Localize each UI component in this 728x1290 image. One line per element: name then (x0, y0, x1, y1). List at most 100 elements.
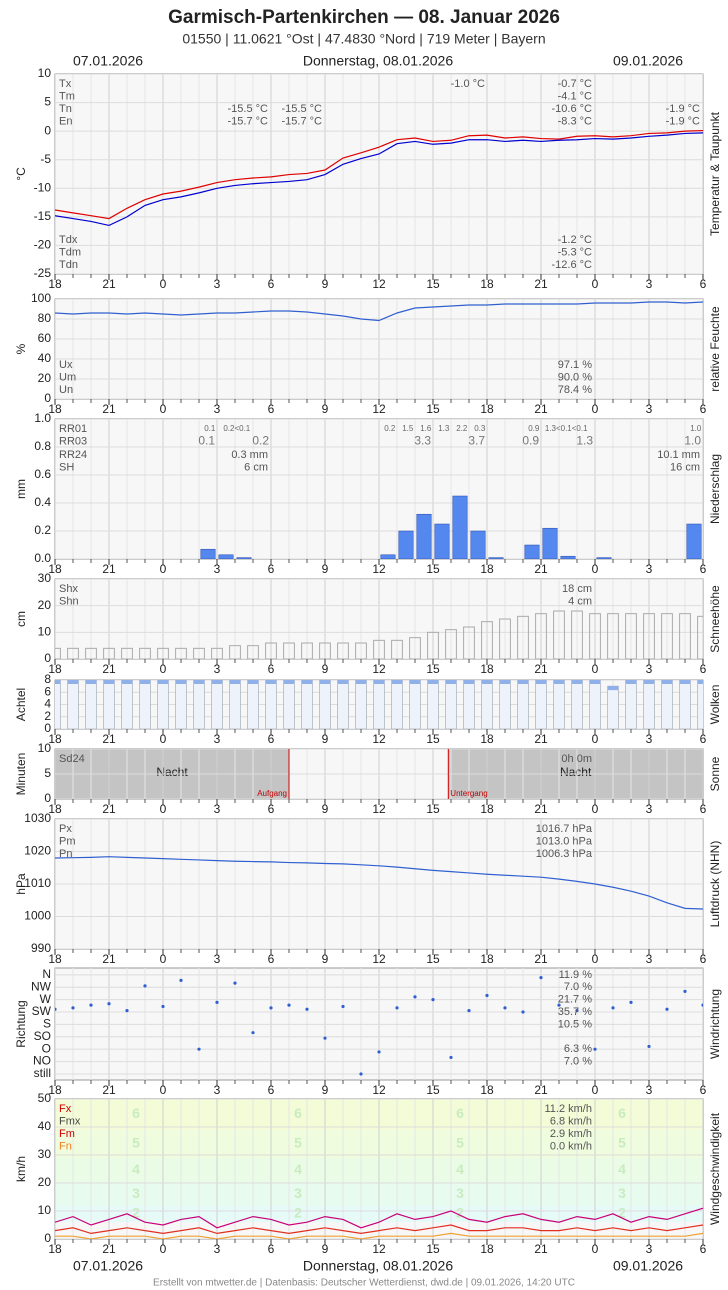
x-tick-label: 6 (268, 1083, 275, 1097)
bar (319, 642, 331, 659)
point (215, 1000, 219, 1004)
bar (229, 645, 241, 659)
point (55, 1007, 57, 1011)
bar (661, 613, 673, 659)
x-tick-label: 21 (102, 952, 116, 966)
x-tick-label: 3 (646, 562, 653, 576)
x-tick-label: 3 (214, 952, 221, 966)
stat-value: -15.5 °C (282, 103, 323, 115)
bar-cap (229, 680, 241, 684)
x-tick-label: 18 (480, 802, 494, 816)
y-tick-label: 100 (31, 291, 51, 305)
point (269, 1006, 273, 1010)
x-tick-label: 18 (480, 1083, 494, 1097)
x-tick-label: 6 (700, 802, 707, 816)
y-tick-label: O (42, 1041, 51, 1055)
bar-cap (211, 680, 223, 684)
point (71, 1006, 75, 1010)
x-tick-label: 12 (372, 1242, 386, 1256)
stat-label: Px (59, 823, 72, 835)
stat-value: 1006.3 hPa (536, 848, 593, 860)
date: 09.01.2026 (613, 1258, 683, 1274)
bar-cap (319, 680, 331, 684)
stat-value: -15.5 °C (228, 103, 269, 115)
bar-cap (55, 680, 61, 684)
x-tick-label: 21 (102, 277, 116, 291)
x-tick-label: 15 (426, 732, 440, 746)
stat-label: Pm (59, 835, 76, 847)
x-tick-label: 18 (48, 562, 62, 576)
beaufort-label: 2 (618, 1205, 626, 1221)
stat-value: 0.3 mm (231, 449, 268, 461)
line (55, 856, 703, 910)
bar (229, 680, 241, 729)
y-axis-title: Richtung (14, 1000, 28, 1047)
bar (103, 680, 115, 729)
bar-cap (283, 680, 295, 684)
side-label: Wolken (708, 685, 722, 725)
point (629, 1000, 633, 1004)
bar (445, 629, 457, 659)
point (485, 993, 489, 998)
stat-value: 0.0 km/h (550, 1140, 592, 1152)
bar (596, 557, 612, 559)
rr03-value: 1.3 (576, 434, 593, 448)
bar (679, 680, 691, 729)
x-tick-label: 21 (102, 402, 116, 416)
point (539, 976, 543, 980)
point (143, 984, 147, 988)
stat-value: 1016.7 hPa (536, 823, 593, 835)
bar (434, 523, 450, 559)
stat-label: Shn (59, 595, 79, 607)
x-tick-label: 12 (372, 562, 386, 576)
y-tick-label: 0 (44, 123, 51, 137)
bar (607, 613, 619, 659)
x-tick-label: 15 (426, 662, 440, 676)
bar (373, 680, 385, 729)
bar-cap (481, 680, 493, 684)
y-tick-label: 40 (38, 351, 52, 365)
panel: 18 21 0 3 6 9 12 15 18 21 0 3 6 990 1000 1010 1020 1030 hP… (14, 811, 722, 966)
bar (283, 680, 295, 729)
x-tick-label: 0 (160, 952, 167, 966)
stat-value: -10.6 °C (552, 103, 593, 115)
stat-value: 1013.0 hPa (536, 835, 593, 847)
x-tick-label: 15 (426, 1242, 440, 1256)
point (521, 1010, 525, 1014)
x-tick-label: 0 (160, 277, 167, 291)
x-tick-label: 6 (268, 402, 275, 416)
stat-label: Tx (59, 78, 72, 90)
x-tick-label: 9 (322, 562, 329, 576)
plot: 2 2 2 2 3 3 3 3 4 4 4 4 5 5 5 5 6 6 6 6 (55, 1099, 703, 1239)
stat-label: Tm (59, 90, 75, 102)
stat-value: -1.9 °C (666, 103, 700, 115)
panel: 18 21 0 3 6 9 12 15 18 21 0 3 6 0 10 20 30 cm Schneehöhe Sh… (14, 571, 722, 676)
rr03-value: 0.1 (198, 434, 215, 448)
x-tick-label: 9 (322, 952, 329, 966)
subtitle: 01550 | 11.0621 °Ost | 47.4830 °Nord | 7… (182, 31, 545, 47)
x-tick-label: 21 (102, 802, 116, 816)
x-tick-label: 15 (426, 952, 440, 966)
x-tick-label: 6 (700, 662, 707, 676)
y-tick-label: 5 (44, 766, 51, 780)
stat-label: Pn (59, 848, 72, 860)
x-tick-label: 12 (372, 732, 386, 746)
bar (391, 680, 403, 729)
bar-cap (607, 686, 619, 691)
x-tick-label: 18 (48, 1242, 62, 1256)
x-tick-label: 18 (48, 732, 62, 746)
bar-cap (445, 680, 457, 684)
bar (542, 527, 558, 559)
x-tick-label: 3 (646, 1083, 653, 1097)
y-tick-label: -20 (34, 238, 52, 252)
y-tick-label: 10 (38, 741, 52, 755)
y-tick-label: N (42, 967, 51, 981)
x-tick-label: 21 (534, 952, 548, 966)
x-tick-label: 9 (322, 402, 329, 416)
y-tick-label: 30 (38, 571, 52, 585)
y-tick-label: 10 (38, 66, 52, 80)
bar-cap (553, 680, 565, 684)
y-tick-label: 80 (38, 311, 52, 325)
